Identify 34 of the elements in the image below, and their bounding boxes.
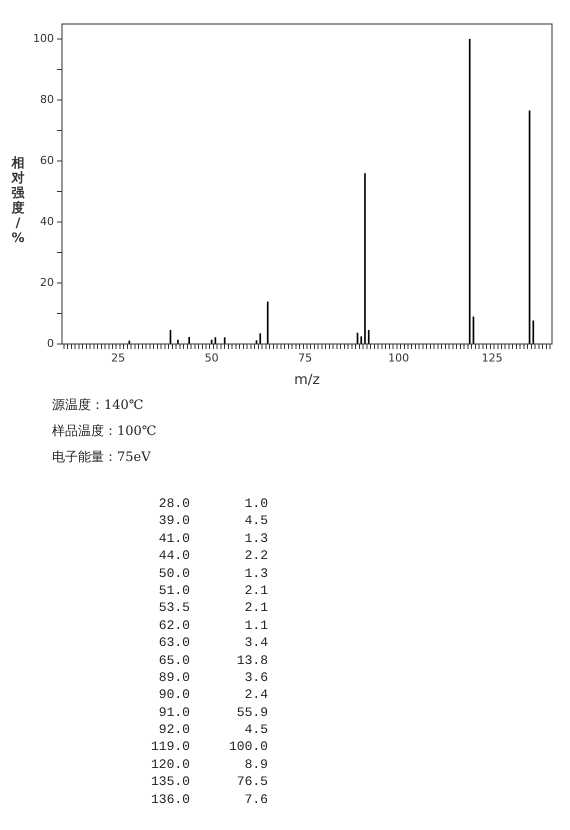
text: 53.5 2.1 <box>158 599 268 617</box>
text: 91.0 55.9 <box>158 704 268 722</box>
y-axis-title: 相对强度/% <box>10 156 26 246</box>
y-tick-label: 60 <box>40 154 54 167</box>
x-axis-title: m/z <box>294 372 320 388</box>
text: 119.0 100.0 <box>150 738 268 756</box>
text: 样品温度：100℃ <box>52 423 158 441</box>
y-tick-label: 100 <box>32 32 54 46</box>
y-tick-label: 20 <box>40 276 54 289</box>
text: 28.0 1.0 <box>158 495 268 512</box>
text: 90.0 2.4 <box>158 686 268 704</box>
text: 136.0 7.6 <box>150 790 268 808</box>
x-tick-label: 100 <box>388 351 410 364</box>
y-tick-label: 80 <box>40 93 54 106</box>
x-tick-label: 25 <box>111 351 126 364</box>
x-tick-label: 125 <box>482 351 503 364</box>
x-tick-label: 75 <box>298 351 312 364</box>
y-tick-label: 0 <box>46 336 54 350</box>
text: 89.0 3.6 <box>158 668 268 686</box>
x-tick-label: 50 <box>204 351 219 364</box>
text: 120.0 8.9 <box>150 756 268 774</box>
text: 50.0 1.3 <box>158 564 268 582</box>
text: 电子能量：75eV <box>52 449 152 467</box>
text: 62.0 1.1 <box>158 616 268 634</box>
text: 92.0 4.5 <box>158 721 268 738</box>
text: 63.0 3.4 <box>158 634 268 652</box>
text: 39.0 4.5 <box>158 512 268 530</box>
text: 44.0 2.2 <box>158 547 268 565</box>
text: 41.0 1.3 <box>158 530 268 548</box>
text: 51.0 2.1 <box>158 582 268 600</box>
text: 135.0 76.5 <box>150 773 268 791</box>
text: 源温度：140℃ <box>52 397 144 415</box>
y-tick-label: 40 <box>40 214 54 228</box>
text: 65.0 13.8 <box>158 652 268 669</box>
